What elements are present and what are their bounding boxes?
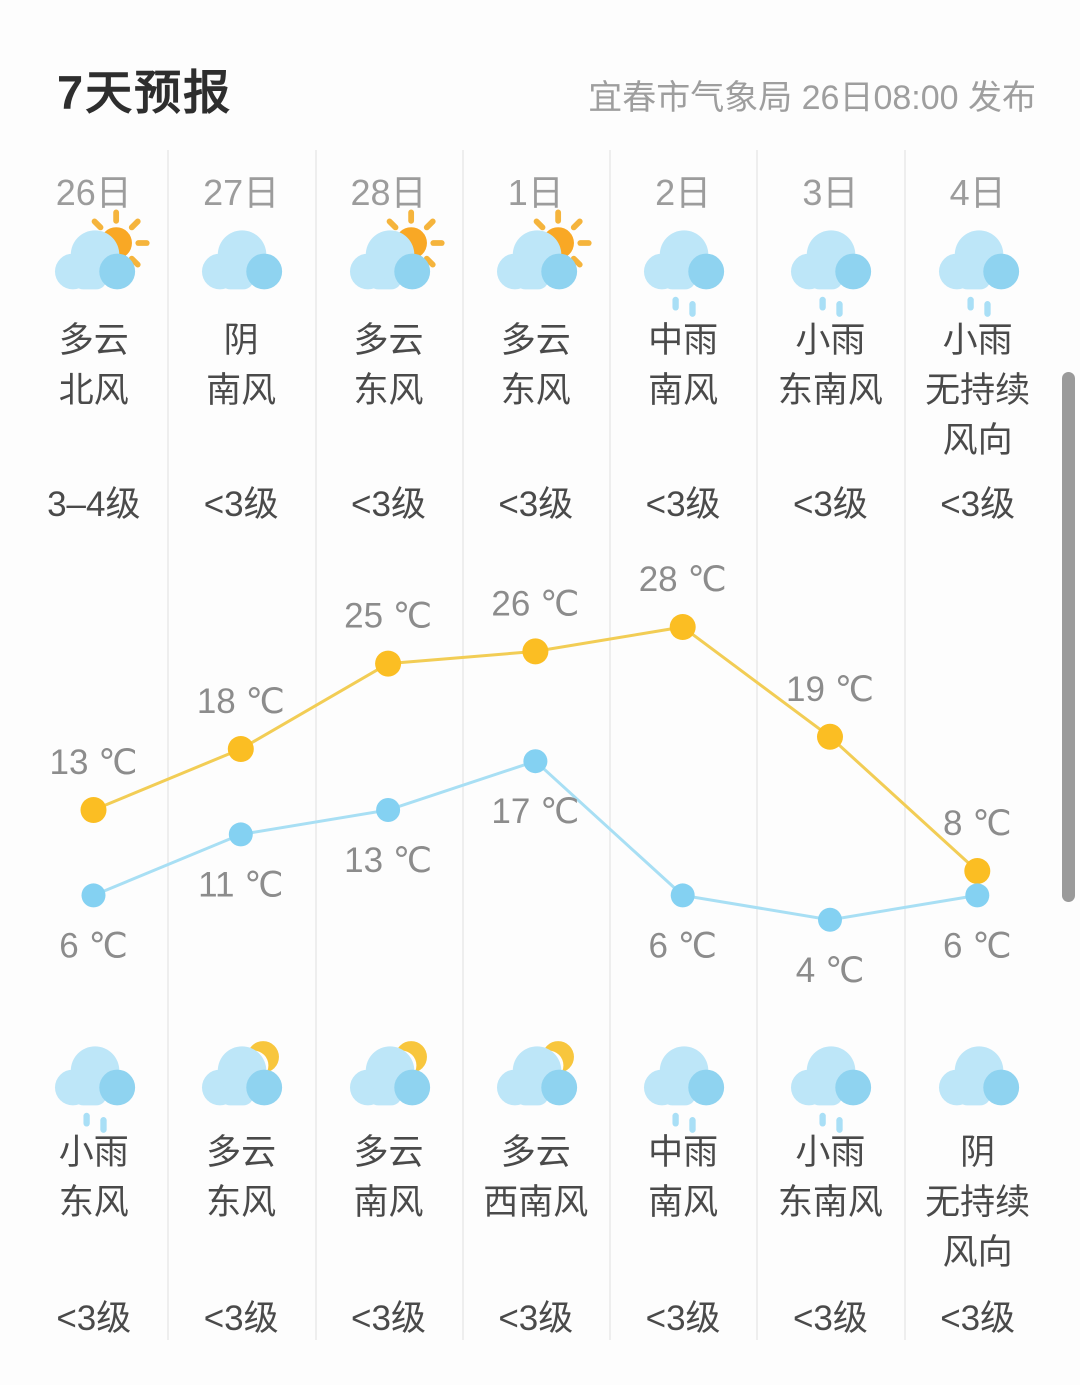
day-wind: 东风: [353, 371, 424, 410]
rain-icon: [627, 1020, 739, 1136]
scrollbar[interactable]: [1062, 372, 1075, 902]
day-wind-level: <3级: [940, 485, 1016, 524]
rain-icon: [627, 204, 739, 320]
night-wind-level: <3级: [645, 1299, 721, 1338]
cloudy-sun-glyph: [496, 209, 592, 290]
rain-glyph: [938, 230, 1019, 317]
day-condition: 小雨: [795, 321, 866, 360]
cloudy-moon-glyph: [349, 1041, 430, 1106]
cloudy-sun-glyph: [54, 209, 150, 290]
night-wind: 南风: [648, 1183, 719, 1222]
day-wind: 东风: [500, 371, 571, 410]
night-wind: 东风: [206, 1183, 277, 1222]
column-date: 4日: [949, 172, 1006, 213]
cloudy-moon-icon: [333, 1020, 445, 1136]
overcast-icon: [922, 1020, 1034, 1136]
night-condition: 多云: [353, 1133, 424, 1172]
day-condition: 中雨: [648, 321, 719, 360]
night-condition: 多云: [206, 1133, 277, 1172]
night-wind: 东风: [58, 1183, 129, 1222]
rain-icon: [38, 1020, 150, 1136]
cloudy-moon-glyph: [202, 1041, 283, 1106]
day-wind-level: 3–4级: [47, 485, 141, 524]
day-condition: 多云: [353, 321, 424, 360]
column-date: 26日: [55, 172, 132, 213]
day-wind-level: <3级: [645, 485, 721, 524]
night-wind: 东南风: [777, 1183, 883, 1222]
rain-glyph: [54, 1046, 135, 1133]
page-title: 7天预报: [57, 66, 233, 119]
column-date: 27日: [203, 172, 280, 213]
day-wind: 南风: [206, 371, 277, 410]
night-wind-level: <3级: [351, 1299, 426, 1338]
day-wind-level: <3级: [351, 485, 426, 524]
cloudy-moon-icon: [185, 1020, 297, 1136]
column-date: 2日: [655, 172, 712, 213]
day-wind: 北风: [58, 371, 129, 410]
night-wind: 南风: [353, 1183, 424, 1222]
day-wind-level: <3级: [203, 485, 279, 524]
forecast-column: 2日 中雨 南风 <3级 中雨 南风 <3级: [609, 150, 757, 1340]
cloudy-moon-glyph: [496, 1041, 577, 1106]
cloudy-sun-icon: [480, 204, 592, 320]
rain-icon: [922, 204, 1034, 320]
forecast-column: 26日多云北风 3–4级小雨东风 <3级: [20, 150, 168, 1340]
overcast-glyph: [202, 230, 283, 290]
forecast-column: 27日阴南风 <3级 多云 东风 <3级: [167, 150, 315, 1340]
overcast-glyph: [938, 1046, 1019, 1106]
column-date: 1日: [507, 172, 564, 213]
forecast-column: 28日 多云 东风 <3级 多云 南风 <3级: [315, 150, 463, 1340]
night-wind-level: <3级: [940, 1299, 1016, 1338]
day-wind: 南风: [648, 371, 719, 410]
cloudy-sun-glyph: [349, 209, 445, 290]
night-wind-level: <3级: [203, 1299, 279, 1338]
forecast-column: 4日 小雨 无持续风向 <3级阴无持续风向 <3级: [904, 150, 1052, 1340]
rain-icon: [774, 1020, 886, 1136]
night-wind-level: <3级: [56, 1299, 132, 1338]
night-wind-level: <3级: [792, 1299, 868, 1338]
overcast-icon: [185, 204, 297, 320]
column-date: 3日: [802, 172, 859, 213]
rain-glyph: [644, 1046, 725, 1133]
day-condition: 多云: [500, 321, 571, 360]
night-wind-level: <3级: [498, 1299, 574, 1338]
forecast-column: 3日 小雨 东南风 <3级 小雨 东南风 <3级: [756, 150, 904, 1340]
night-condition: 小雨: [58, 1133, 129, 1172]
forecast-column: 1日 多云 东风 <3级 多云 西南风 <3级: [462, 150, 610, 1340]
cloudy-sun-icon: [333, 204, 445, 320]
night-wind: 无持续风向: [925, 1183, 1031, 1272]
night-condition: 中雨: [648, 1133, 719, 1172]
day-wind-level: <3级: [792, 485, 868, 524]
cloudy-moon-icon: [480, 1020, 592, 1136]
day-condition: 多云: [58, 321, 129, 360]
day-condition: 小雨: [942, 321, 1013, 360]
rain-icon: [774, 204, 886, 320]
night-wind: 西南风: [483, 1183, 589, 1222]
column-date: 28日: [350, 172, 427, 213]
day-wind-level: <3级: [498, 485, 574, 524]
night-condition: 小雨: [795, 1133, 866, 1172]
publish-info: 宜春市气象局 26日08:00 发布: [588, 79, 1036, 117]
cloudy-sun-icon: [38, 204, 150, 320]
day-wind: 无持续风向: [925, 371, 1031, 460]
rain-glyph: [791, 230, 872, 317]
day-wind: 东南风: [777, 371, 883, 410]
night-condition: 多云: [500, 1133, 571, 1172]
day-condition: 阴: [223, 321, 259, 360]
night-condition: 阴: [960, 1133, 996, 1172]
rain-glyph: [644, 230, 725, 317]
rain-glyph: [791, 1046, 872, 1133]
